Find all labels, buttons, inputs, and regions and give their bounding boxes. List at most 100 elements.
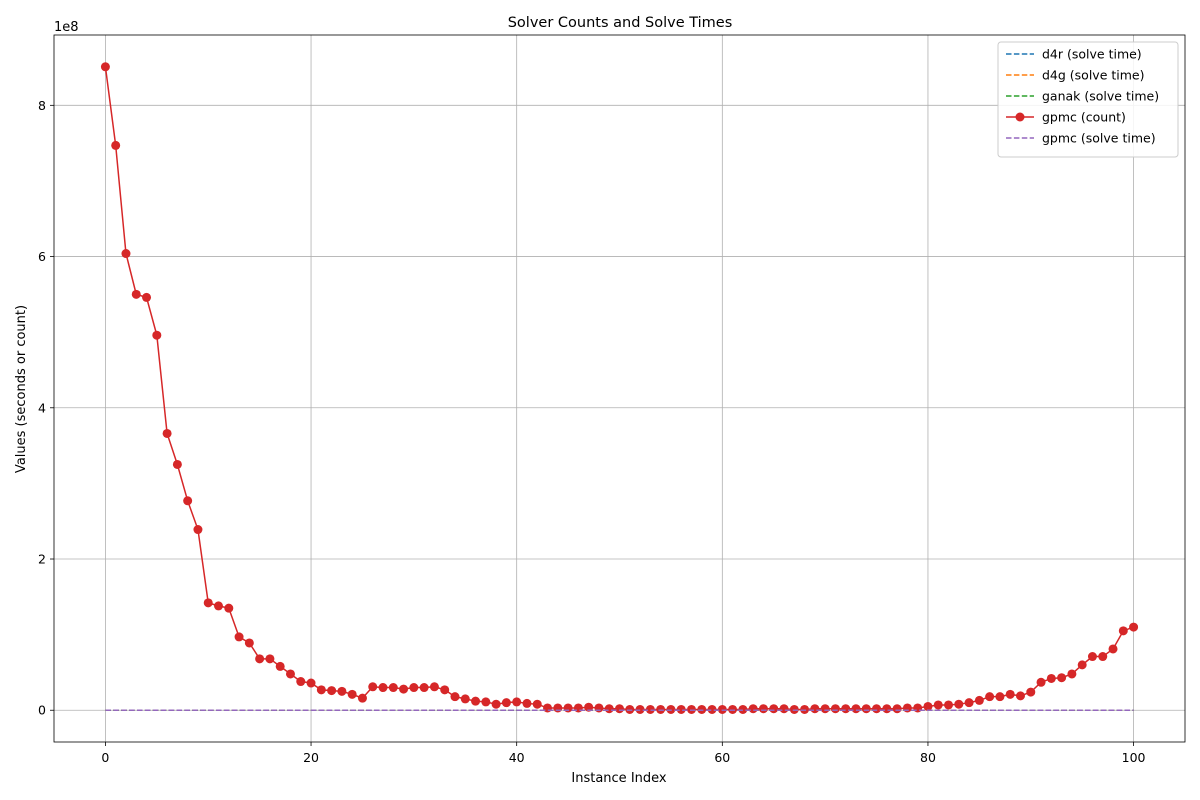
grid — [54, 35, 1185, 742]
gpmc-count-point — [1098, 652, 1108, 662]
gpmc-count-point — [183, 496, 193, 506]
gpmc-count-point — [1005, 689, 1015, 699]
gpmc-count-point — [913, 703, 923, 713]
gpmc-count-point — [1036, 677, 1046, 687]
gpmc-count-point — [460, 694, 470, 704]
y-tick-label: 2 — [38, 552, 46, 567]
gpmc-count-point — [1108, 644, 1118, 654]
chart-title: Solver Counts and Solve Times — [508, 15, 733, 31]
gpmc-count-point — [491, 699, 501, 709]
x-tick-label: 40 — [509, 750, 525, 765]
gpmc-count-point — [522, 698, 532, 708]
gpmc-count-point — [851, 704, 861, 714]
gpmc-count-point — [255, 654, 265, 664]
gpmc-count-point — [152, 330, 162, 340]
gpmc-count-point — [707, 704, 717, 714]
gpmc-count-point — [779, 704, 789, 714]
gpmc-count-point — [810, 704, 820, 714]
gpmc-count-point — [820, 704, 830, 714]
x-tick-label: 20 — [303, 750, 319, 765]
gpmc-count-point — [285, 669, 295, 679]
gpmc-count-point — [1067, 669, 1077, 679]
gpmc-count-point — [131, 289, 141, 299]
gpmc-count-point — [471, 696, 481, 706]
gpmc-count-point — [923, 701, 933, 711]
legend: d4r (solve time) d4g (solve time) ganak (s… — [997, 41, 1179, 158]
gpmc-count-point — [933, 700, 943, 710]
gpmc-count-point — [347, 689, 357, 699]
gpmc-count-point — [440, 685, 450, 695]
legend-label: d4g (solve time) — [1042, 68, 1144, 83]
y-tick-label: 8 — [38, 98, 46, 113]
gpmc-count-point — [193, 525, 203, 535]
gpmc-count-point — [1046, 673, 1056, 683]
gpmc-count-point — [892, 704, 902, 714]
gpmc-count-point — [316, 685, 326, 695]
gpmc-count-point — [142, 292, 152, 302]
gpmc-count-point — [306, 678, 316, 688]
gpmc-count-point — [728, 704, 738, 714]
gpmc-count-point — [748, 704, 758, 714]
gpmc-count-point — [214, 601, 224, 611]
x-axis-label: Instance Index — [571, 771, 667, 786]
x-tick-label: 60 — [714, 750, 730, 765]
gpmc-count-point — [635, 704, 645, 714]
gpmc-count-point — [1129, 622, 1139, 632]
gpmc-count-point — [512, 697, 522, 707]
gpmc-count-point — [296, 677, 306, 687]
gpmc-count-point — [594, 703, 604, 713]
gpmc-count-point — [234, 632, 244, 642]
gpmc-count-point — [954, 699, 964, 709]
gpmc-count-point — [872, 704, 882, 714]
gpmc-count-point — [625, 704, 635, 714]
gpmc-count-point — [738, 704, 748, 714]
gpmc-count-point — [789, 704, 799, 714]
gpmc-count-point — [995, 692, 1005, 702]
gpmc-count-point — [604, 704, 614, 714]
gpmc-count-point — [964, 698, 974, 708]
x-tick-label: 0 — [101, 750, 109, 765]
gpmc-count-point — [501, 698, 511, 708]
y-tick-label: 4 — [38, 400, 46, 415]
y-axis-offset-label: 1e8 — [54, 20, 79, 35]
series-layer — [100, 62, 1139, 714]
gpmc-count-point — [830, 704, 840, 714]
gpmc-count-point — [697, 704, 707, 714]
gpmc-count-point — [121, 249, 131, 259]
gpmc-count-point — [481, 697, 491, 707]
gpmc-count-point — [388, 683, 398, 693]
gpmc-count-point — [882, 704, 892, 714]
gpmc-count-point — [378, 683, 388, 693]
gpmc-count-point — [563, 703, 573, 713]
gpmc-count-point — [409, 683, 419, 693]
gpmc-count-point — [450, 692, 460, 702]
gpmc-count-point — [1077, 660, 1087, 670]
gpmc-count-point — [162, 428, 172, 438]
gpmc-count-point — [769, 704, 779, 714]
gpmc-count-point — [676, 704, 686, 714]
gpmc-count-point — [203, 598, 213, 608]
y-tick-label: 6 — [38, 249, 46, 264]
gpmc-count-point — [172, 459, 182, 469]
gpmc-count-point — [224, 603, 234, 613]
gpmc-count-point — [1087, 652, 1097, 662]
gpmc-count-point — [1057, 673, 1067, 683]
legend-label: gpmc (count) — [1042, 110, 1126, 125]
gpmc-count-point — [1015, 691, 1025, 701]
legend-marker — [1015, 112, 1025, 122]
x-tick-label: 80 — [920, 750, 936, 765]
y-tick-label: 0 — [38, 703, 46, 718]
gpmc-count-point — [337, 686, 347, 696]
legend-label: d4r (solve time) — [1042, 47, 1142, 62]
gpmc-count-point — [717, 704, 727, 714]
gpmc-count-point — [543, 703, 553, 713]
gpmc-count-point — [357, 693, 367, 703]
x-tick-label: 100 — [1122, 750, 1146, 765]
gpmc-count-point — [265, 654, 275, 664]
gpmc-count-point — [100, 62, 110, 72]
gpmc-count-point — [584, 702, 594, 712]
gpmc-count-point — [399, 684, 409, 694]
gpmc-count-point — [1118, 626, 1128, 636]
gpmc-count-point — [902, 703, 912, 713]
